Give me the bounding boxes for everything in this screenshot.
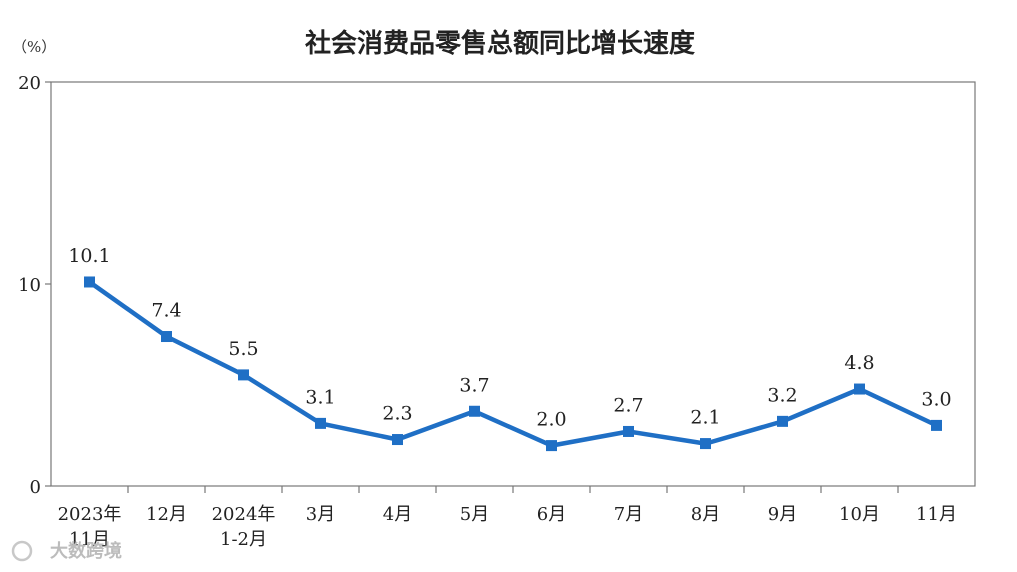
data-label: 3.0 xyxy=(921,388,951,410)
series-line xyxy=(87,279,939,448)
data-label: 10.1 xyxy=(68,245,110,267)
data-point xyxy=(777,415,788,427)
data-point xyxy=(161,331,172,343)
x-tick-label: 9月 xyxy=(768,504,797,525)
data-label: 2.7 xyxy=(613,394,643,416)
data-point xyxy=(931,419,942,431)
x-tick-label: 1-2月 xyxy=(220,529,267,550)
x-tick-label: 7月 xyxy=(614,504,643,525)
x-tick-label: 12月 xyxy=(146,504,187,525)
data-label: 2.1 xyxy=(690,407,720,429)
x-tick-label: 11月 xyxy=(69,529,110,550)
data-point xyxy=(546,440,557,452)
x-tick-label: 10月 xyxy=(839,504,880,525)
data-label: 3.7 xyxy=(459,374,489,396)
data-point xyxy=(315,417,326,429)
y-axis: 0 10 20 xyxy=(18,73,51,498)
data-point xyxy=(392,434,403,446)
data-label: 2.3 xyxy=(382,403,412,425)
x-tick-label: 5月 xyxy=(460,504,489,525)
plot-frame xyxy=(50,81,976,487)
data-point xyxy=(238,369,249,381)
x-tick-label: 8月 xyxy=(691,504,720,525)
data-point xyxy=(700,438,711,450)
x-tick-label: 2024年 xyxy=(212,504,276,525)
data-label: 2.0 xyxy=(536,409,566,431)
data-label: 7.4 xyxy=(151,300,181,322)
data-label: 5.5 xyxy=(228,338,258,360)
watermark: 大数跨境 xyxy=(11,540,122,562)
data-labels: 10.1 7.4 5.5 3.1 2.3 3.7 2.0 2.7 2.1 3.2 4.8 3.0 xyxy=(68,245,951,431)
data-label: 3.2 xyxy=(767,384,797,406)
watermark-logo-icon xyxy=(11,540,33,562)
y-tick-label: 20 xyxy=(18,73,41,94)
x-tick-label: 4月 xyxy=(383,504,412,525)
x-tick-label: 2023年 xyxy=(58,504,122,525)
watermark-text: 大数跨境 xyxy=(50,540,122,562)
x-tick-label: 3月 xyxy=(306,504,335,525)
data-label: 3.1 xyxy=(305,386,335,408)
data-point xyxy=(469,405,480,417)
data-point xyxy=(854,383,865,395)
series-markers xyxy=(84,276,942,452)
y-tick-label: 0 xyxy=(30,477,41,498)
data-point xyxy=(623,425,634,437)
data-label: 4.8 xyxy=(844,352,874,374)
y-tick-label: 10 xyxy=(18,275,41,296)
x-tick-label: 11月 xyxy=(916,504,957,525)
x-tick-label: 6月 xyxy=(537,504,566,525)
x-axis: 2023年 11月 12月 2024年 1-2月 3月 4月 5月 6月 7月 8月 9月 10月 11月 xyxy=(58,486,957,550)
y-unit-label: （%） xyxy=(12,38,56,56)
chart-title: 社会消费品零售总额同比增长速度 xyxy=(305,28,695,59)
data-point xyxy=(84,276,95,288)
